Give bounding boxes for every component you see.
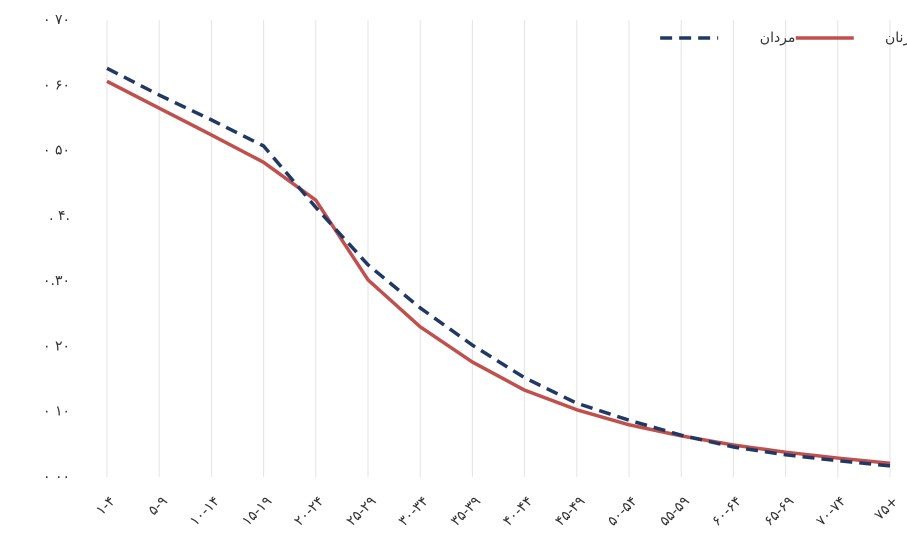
y-tick-label: . ۴.	[49, 208, 70, 224]
y-tick-label: ۰ ۱۰	[43, 404, 70, 420]
x-tick-label: ۱۵-۱۹	[239, 493, 275, 529]
legend-label: زنان	[885, 30, 907, 46]
y-tick-label: ۰ ۲۰	[43, 338, 70, 354]
y-tick-label: ۰.۳۰	[43, 273, 70, 289]
x-tick-label: ۷۵+	[871, 493, 901, 523]
x-tick-label: ۴۵-۴۹	[552, 493, 588, 529]
x-tick-label: ۳۰-۳۴	[396, 493, 432, 529]
x-tick-label: ۵-۹	[145, 493, 171, 519]
x-tick-label: ۲۵-۲۹	[343, 493, 379, 529]
x-tick-label: ۶۰-۶۴	[709, 493, 745, 529]
y-tick-label: ۰ ۵۰	[43, 143, 70, 159]
y-tick-label: ۰ ۰۰	[43, 469, 70, 485]
x-tick-label: ۱-۴	[93, 493, 119, 519]
series-line	[106, 79, 891, 466]
x-tick-label: ۲۰-۲۴	[291, 493, 327, 529]
y-tick-label: ۰ ۷۰	[43, 12, 70, 28]
x-tick-label: ۵۰-۵۴	[604, 493, 640, 529]
x-tick-label: ۱۰-۱۴	[187, 493, 223, 529]
y-tick-label: ۰ ۶۰	[43, 77, 70, 93]
x-tick-label: ۳۵-۳۹	[448, 493, 484, 529]
x-tick-label: ۶۵-۶۹	[761, 493, 797, 529]
legend-label: مردان	[760, 30, 796, 46]
series-line	[106, 66, 891, 468]
x-tick-label: ۵۵-۵۹	[657, 493, 693, 529]
x-tick-label: ۴۰-۴۴	[500, 493, 536, 529]
x-tick-label: ۷۰-۷۴	[813, 493, 849, 529]
